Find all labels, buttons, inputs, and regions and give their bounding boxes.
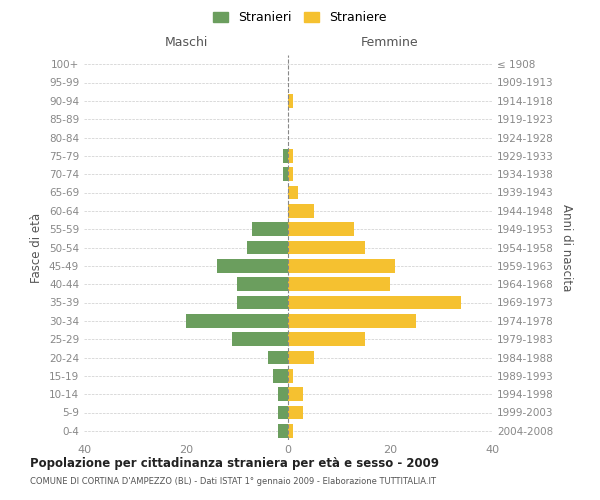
Bar [288, 406, 304, 419]
Bar [288, 149, 293, 162]
Bar [288, 259, 395, 272]
Bar [247, 240, 288, 254]
Bar [272, 369, 288, 382]
Bar [278, 406, 288, 419]
Text: Popolazione per cittadinanza straniera per età e sesso - 2009: Popolazione per cittadinanza straniera p… [30, 458, 439, 470]
Bar [283, 149, 288, 162]
Bar [288, 369, 293, 382]
Text: Femmine: Femmine [361, 36, 419, 50]
Text: COMUNE DI CORTINA D'AMPEZZO (BL) - Dati ISTAT 1° gennaio 2009 - Elaborazione TUT: COMUNE DI CORTINA D'AMPEZZO (BL) - Dati … [30, 478, 436, 486]
Bar [288, 296, 461, 310]
Bar [288, 186, 298, 200]
Bar [268, 350, 288, 364]
Bar [288, 278, 390, 291]
Bar [232, 332, 288, 346]
Y-axis label: Fasce di età: Fasce di età [31, 212, 43, 282]
Bar [217, 259, 288, 272]
Bar [288, 314, 415, 328]
Bar [288, 332, 365, 346]
Text: Maschi: Maschi [164, 36, 208, 50]
Bar [186, 314, 288, 328]
Bar [288, 222, 354, 236]
Bar [288, 388, 304, 401]
Bar [288, 204, 314, 218]
Bar [288, 94, 293, 108]
Bar [237, 278, 288, 291]
Bar [278, 424, 288, 438]
Bar [253, 222, 288, 236]
Bar [278, 388, 288, 401]
Bar [237, 296, 288, 310]
Bar [288, 350, 314, 364]
Bar [288, 240, 365, 254]
Bar [288, 168, 293, 181]
Bar [283, 168, 288, 181]
Y-axis label: Anni di nascita: Anni di nascita [560, 204, 573, 291]
Legend: Stranieri, Straniere: Stranieri, Straniere [213, 11, 387, 24]
Bar [288, 424, 293, 438]
